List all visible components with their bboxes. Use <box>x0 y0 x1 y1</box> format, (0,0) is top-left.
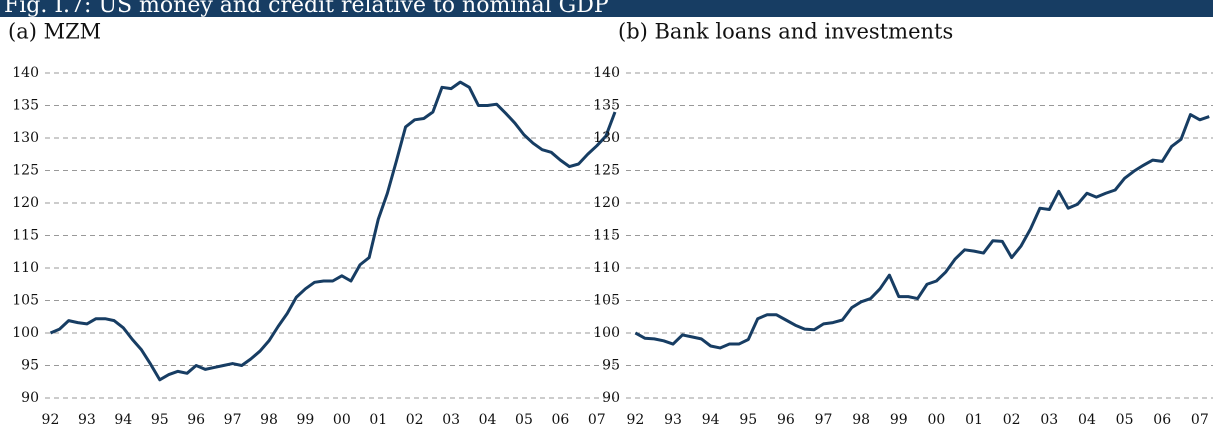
y-tick-label: 125 <box>12 163 39 179</box>
header-bar <box>0 0 1213 17</box>
x-tick-label: 99 <box>297 412 315 428</box>
x-tick-label: 07 <box>588 412 606 428</box>
y-tick-label: 100 <box>12 325 39 341</box>
x-tick-label: 98 <box>260 412 278 428</box>
y-tick-label: 115 <box>593 228 620 244</box>
y-tick-label: 130 <box>12 130 39 146</box>
y-tick-label: 120 <box>12 195 39 211</box>
y-tick-label: 100 <box>593 325 620 341</box>
y-tick-label: 120 <box>593 195 620 211</box>
x-tick-label: 06 <box>551 412 569 428</box>
x-tick-label: 93 <box>664 412 682 428</box>
x-tick-label: 93 <box>78 412 96 428</box>
x-tick-label: 02 <box>406 412 424 428</box>
x-tick-label: 00 <box>333 412 351 428</box>
x-tick-label: 97 <box>815 412 833 428</box>
header-title: Fig. I.7: US money and credit relative t… <box>4 0 609 18</box>
x-tick-label: 04 <box>479 412 497 428</box>
y-tick-label: 130 <box>593 130 620 146</box>
y-tick-label: 115 <box>12 228 39 244</box>
chart-title: (a) MZM <box>8 20 101 44</box>
chart-title: (b) Bank loans and investments <box>618 20 953 44</box>
y-tick-label: 135 <box>593 98 620 114</box>
y-tick-label: 140 <box>593 65 620 81</box>
x-tick-label: 01 <box>369 412 387 428</box>
y-tick-label: 95 <box>21 358 39 374</box>
x-tick-label: 95 <box>151 412 169 428</box>
y-tick-label: 105 <box>12 293 39 309</box>
x-tick-label: 92 <box>626 412 644 428</box>
x-tick-label: 04 <box>1078 412 1096 428</box>
y-tick-label: 140 <box>12 65 39 81</box>
x-tick-label: 03 <box>1040 412 1058 428</box>
x-tick-label: 07 <box>1191 412 1209 428</box>
x-tick-label: 97 <box>224 412 242 428</box>
x-tick-label: 03 <box>442 412 460 428</box>
x-tick-label: 94 <box>114 412 132 428</box>
x-tick-label: 05 <box>1116 412 1134 428</box>
x-tick-label: 96 <box>777 412 795 428</box>
x-tick-label: 96 <box>187 412 205 428</box>
series-line <box>49 80 617 382</box>
x-tick-label: 92 <box>42 412 60 428</box>
x-tick-label: 98 <box>852 412 870 428</box>
y-tick-label: 105 <box>593 293 620 309</box>
x-tick-label: 05 <box>515 412 533 428</box>
x-tick-label: 99 <box>890 412 908 428</box>
y-tick-label: 90 <box>602 390 620 406</box>
x-tick-label: 01 <box>965 412 983 428</box>
x-tick-label: 06 <box>1153 412 1171 428</box>
x-tick-label: 00 <box>928 412 946 428</box>
x-tick-label: 95 <box>739 412 757 428</box>
x-tick-label: 94 <box>702 412 720 428</box>
y-tick-label: 95 <box>602 358 620 374</box>
y-tick-label: 135 <box>12 98 39 114</box>
series-line <box>634 113 1210 350</box>
x-tick-label: 02 <box>1003 412 1021 428</box>
y-tick-label: 125 <box>593 163 620 179</box>
y-tick-label: 110 <box>593 260 620 276</box>
y-tick-label: 110 <box>12 260 39 276</box>
y-tick-label: 90 <box>21 390 39 406</box>
